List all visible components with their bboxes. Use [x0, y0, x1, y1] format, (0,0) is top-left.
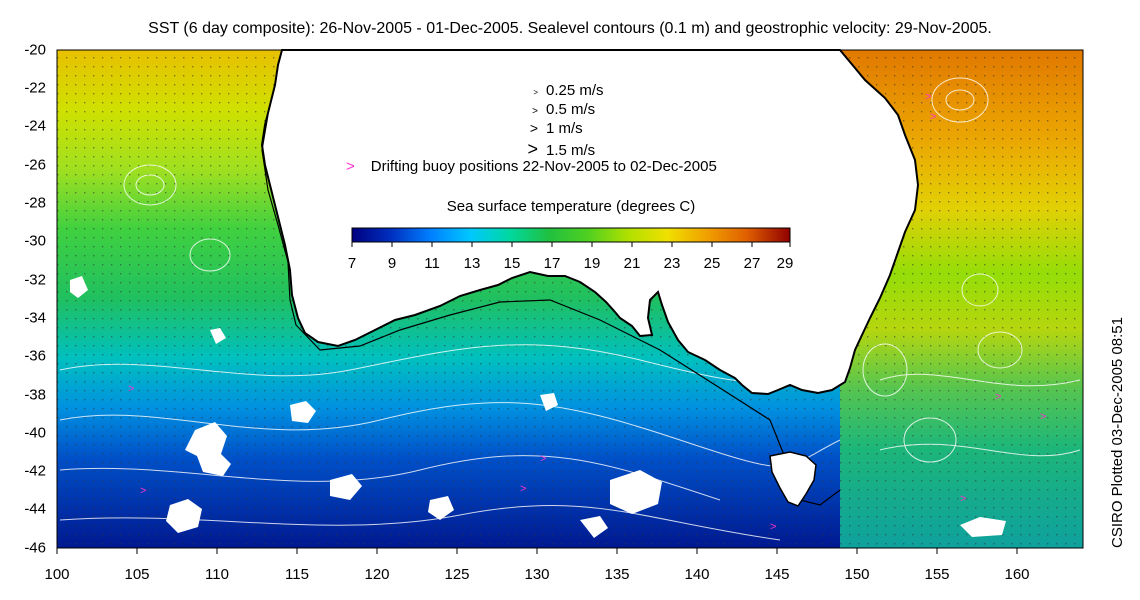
cloud-mask — [70, 276, 1006, 538]
velocity-legend-item: >0.25 m/s — [498, 82, 603, 99]
y-tick-label: -42 — [24, 462, 46, 480]
colorbar-tick-label: 7 — [347, 255, 357, 272]
velocity-arrow-icon: > — [533, 88, 538, 97]
svg-text:>: > — [1040, 411, 1046, 423]
x-tick-label: 145 — [764, 566, 790, 583]
x-tick-label: 125 — [444, 566, 470, 583]
colorbar-tick-label: 13 — [463, 255, 481, 272]
y-tick-label: -26 — [24, 156, 46, 174]
y-tick-label: -40 — [24, 424, 46, 442]
buoy-legend-label: Drifting buoy positions 22-Nov-2005 to 0… — [370, 158, 717, 175]
axis-ticks — [56, 548, 1018, 554]
colorbar-tick-label: 11 — [424, 255, 440, 272]
velocity-legend-item: >0.5 m/s — [498, 101, 595, 118]
colorbar-tick-label: 29 — [776, 255, 794, 272]
buoy-markers: > > > > > > > > > > — [128, 91, 1046, 533]
x-tick-label: 160 — [1004, 566, 1030, 583]
y-tick-label: -44 — [24, 500, 46, 518]
y-tick-label: -28 — [24, 194, 46, 212]
velocity-legend-item: >1.5 m/s — [498, 139, 595, 160]
x-tick-label: 150 — [844, 566, 870, 583]
x-tick-label: 130 — [524, 566, 550, 583]
map-title: SST (6 day composite): 26-Nov-2005 - 01-… — [148, 20, 992, 37]
x-tick-label: 135 — [604, 566, 630, 583]
y-tick-label: -36 — [24, 347, 46, 365]
y-tick-label: -30 — [24, 232, 46, 250]
colorbar — [351, 227, 791, 243]
svg-text:>: > — [925, 91, 931, 103]
colorbar-tick-label: 23 — [663, 255, 681, 272]
colorbar-tick-label: 27 — [743, 255, 761, 272]
svg-text:>: > — [520, 483, 526, 495]
x-tick-label: 110 — [205, 566, 229, 583]
svg-text:>: > — [128, 383, 134, 395]
velocity-arrow-icon: > — [529, 120, 538, 136]
colorbar-tick-label: 15 — [503, 255, 521, 272]
svg-text:>: > — [930, 111, 936, 123]
svg-text:>: > — [770, 521, 776, 533]
buoy-marker-icon: > — [346, 158, 355, 175]
y-tick-label: -20 — [24, 41, 46, 59]
x-tick-label: 140 — [684, 566, 710, 583]
buoy-legend: > Drifting buoy positions 22-Nov-2005 to … — [346, 158, 717, 175]
tasmania — [769, 451, 817, 507]
colorbar-ticks — [351, 242, 791, 247]
australia-landmass — [260, 49, 920, 396]
velocity-arrow-icon: > — [532, 106, 538, 117]
svg-text:>: > — [995, 391, 1001, 403]
x-tick-label: 115 — [285, 566, 309, 583]
y-tick-label: -38 — [24, 386, 46, 404]
svg-text:>: > — [140, 485, 146, 497]
y-tick-label: -46 — [24, 539, 46, 557]
colorbar-tick-label: 17 — [543, 255, 561, 272]
velocity-arrow-icon: > — [527, 139, 538, 159]
x-tick-label: 100 — [44, 566, 70, 583]
colorbar-tick-label: 21 — [623, 255, 641, 272]
y-tick-label: -32 — [24, 271, 46, 289]
x-tick-label: 105 — [124, 566, 150, 583]
colorbar-title: Sea surface temperature (degrees C) — [446, 198, 696, 215]
y-tick-label: -22 — [24, 79, 46, 97]
x-tick-label: 120 — [364, 566, 390, 583]
velocity-legend-item: >1 m/s — [498, 120, 583, 137]
svg-text:>: > — [540, 453, 546, 465]
colorbar-tick-label: 9 — [387, 255, 397, 272]
colorbar-tick-label: 25 — [703, 255, 721, 272]
y-tick-label: -34 — [24, 309, 46, 327]
map-frame — [56, 49, 1084, 549]
y-tick-label: -24 — [24, 117, 46, 135]
plot-credit: CSIRO Plotted 03-Dec-2005 08:51 — [1109, 317, 1126, 548]
colorbar-tick-label: 19 — [583, 255, 601, 272]
svg-text:>: > — [960, 493, 966, 505]
x-tick-label: 155 — [924, 566, 950, 583]
